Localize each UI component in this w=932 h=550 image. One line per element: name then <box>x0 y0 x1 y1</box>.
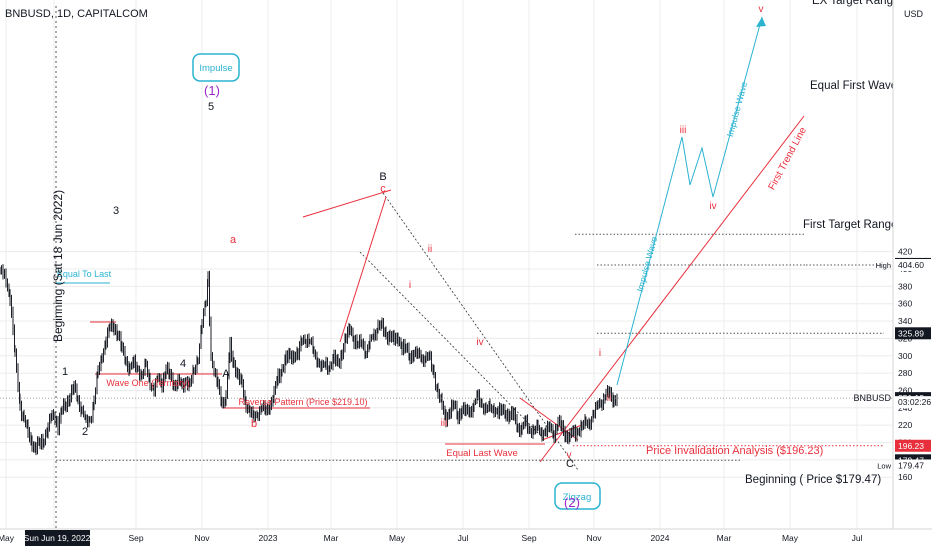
price-tick-label: 420 <box>898 247 912 257</box>
price-tag <box>895 259 931 272</box>
wedge-line <box>302 189 392 218</box>
price-tick-label: 300 <box>898 351 912 361</box>
price-tick-label: 340 <box>898 316 912 326</box>
wave-label-1: 1 <box>62 366 68 378</box>
equal-to-last-label: Equal To Last <box>57 269 112 279</box>
projected-label-v: v <box>759 4 764 15</box>
level-label: First Target Range <box>803 219 897 231</box>
price-tag-value: 325.89 <box>898 328 924 338</box>
price-axis: 1601802002202402602803003203403603804004… <box>853 0 932 550</box>
beginning-vertical-label: Beginning (Sat 18 Jun 2022) <box>51 190 65 342</box>
wave-label-5: 5 <box>208 101 214 113</box>
target-levels: EX Target Range Equal First Wave First Tar… <box>56 0 899 486</box>
price-tag <box>895 459 931 472</box>
wedge-line <box>519 397 579 441</box>
wedge-line <box>339 196 387 343</box>
projected-impulse-path <box>616 16 763 386</box>
time-tick-label: Jul <box>852 533 863 543</box>
wave-label-B: B <box>379 171 386 183</box>
price-tick-label: 280 <box>898 368 912 378</box>
time-tick-label: Sep <box>521 533 536 543</box>
price-tick-label: 380 <box>898 281 912 291</box>
price-tag-value: 03:02:26 <box>898 397 931 407</box>
impulse-box <box>192 53 240 82</box>
wave-label-1-main: (1) <box>204 83 220 98</box>
price-tick-label: 160 <box>898 472 912 482</box>
time-tick-label: May <box>782 533 799 543</box>
projection-arrow-head <box>756 17 766 27</box>
zigzag-box <box>554 482 601 510</box>
wave-label-A: A <box>222 368 230 380</box>
projected-label-iii: iii <box>680 125 687 136</box>
subwave-label-iii: iii <box>441 418 448 429</box>
crosshair-date-box <box>25 530 90 546</box>
symbol-title: BNBUSD, 1D, CAPITALCOM <box>5 8 148 20</box>
time-tick-label: Mar <box>717 533 732 543</box>
price-series <box>0 264 893 456</box>
price-tag <box>895 439 931 452</box>
wave-label-3: 3 <box>113 205 119 217</box>
time-tick-label: May <box>389 533 406 543</box>
time-tick-label: 2024 <box>651 533 670 543</box>
reverse-pattern-label: Reverse Pattern (Price $219.10) <box>238 397 367 407</box>
subwave-label-iv: iv <box>476 337 483 348</box>
subwave-label-ii: ii <box>428 244 432 255</box>
zigzag-box-label: Zigzag <box>563 492 592 503</box>
projected-label-iv: iv <box>709 201 716 212</box>
time-tick-label: Nov <box>194 533 210 543</box>
time-tick-label: Nov <box>586 533 602 543</box>
time-tick-label: Sun Jun 19, 2022 <box>24 533 91 543</box>
equal-last-wave-label: Equal Last Wave <box>446 448 517 459</box>
price-tag <box>895 327 931 340</box>
currency-label[interactable]: USD <box>904 9 924 19</box>
time-tick-label: May <box>0 533 15 543</box>
wave-label-b: b <box>251 418 257 430</box>
price-tick-label: 360 <box>898 299 912 309</box>
grid <box>0 0 893 529</box>
subwave-label-v: v <box>567 450 572 461</box>
first-trend-line <box>539 115 805 463</box>
price-tag-note: High <box>876 261 891 270</box>
impulse-box-label: Impulse <box>199 63 232 74</box>
level-label: EX Target Range <box>812 0 899 7</box>
time-tick-label: 2023 <box>259 533 278 543</box>
wave-label-4: 4 <box>180 358 186 370</box>
wave-label-2-main: (2) <box>564 495 580 510</box>
time-tick-label: Sep <box>128 533 143 543</box>
time-axis: May Sun Jun 19, 2022 Sep Nov 2023 Mar May Jul Se… <box>0 528 932 546</box>
drawings <box>55 6 805 528</box>
projected-label-ii: ii <box>607 393 611 404</box>
price-tag <box>895 396 931 409</box>
projected-label-i: i <box>599 348 601 359</box>
subwave-label-i: i <box>409 280 411 291</box>
price-tick-label: 220 <box>898 420 912 430</box>
wave-label-C: C <box>566 458 574 470</box>
time-tick-label: Mar <box>324 533 339 543</box>
wave-label-c: c <box>380 183 386 195</box>
price-tag-value: 179.47 <box>898 460 924 470</box>
level-label: Beginning ( Price $179.47) <box>745 474 881 486</box>
price-tag-note: BNBUSD <box>853 393 891 403</box>
price-tag-value: 196.23 <box>898 441 924 451</box>
price-tag-value: 404.60 <box>898 260 924 270</box>
time-tick-label: Jul <box>458 533 469 543</box>
channel-line <box>382 192 579 471</box>
level-label: Equal First Wave <box>810 80 897 92</box>
wave-label-2: 2 <box>82 426 88 438</box>
price-tag-note: Low <box>877 461 891 470</box>
wave-label-a: a <box>230 234 237 246</box>
level-label: Price Invalidation Analysis ($196.23) <box>646 445 823 457</box>
price-tick-label: 260 <box>898 385 912 395</box>
wave-one-territory-label: Wave One (Territory) <box>106 378 189 388</box>
